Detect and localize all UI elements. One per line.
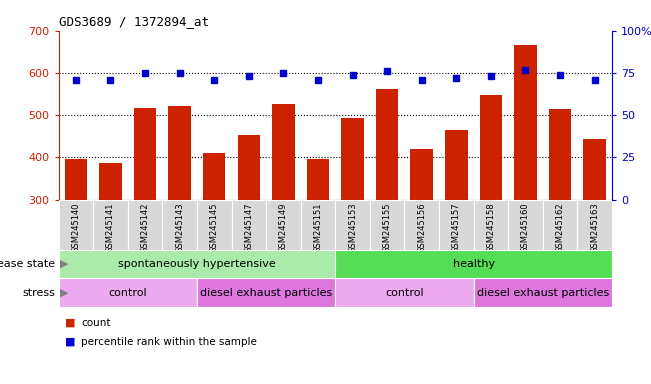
Bar <box>64 159 87 200</box>
FancyBboxPatch shape <box>473 200 508 250</box>
FancyBboxPatch shape <box>335 200 370 250</box>
Text: healthy: healthy <box>452 259 495 269</box>
Text: control: control <box>109 288 147 298</box>
FancyBboxPatch shape <box>162 200 197 250</box>
Text: GSM245153: GSM245153 <box>348 202 357 253</box>
FancyBboxPatch shape <box>335 278 473 307</box>
Text: GSM245143: GSM245143 <box>175 202 184 253</box>
Bar <box>307 159 329 200</box>
Text: GSM245155: GSM245155 <box>383 202 392 253</box>
Text: diesel exhaust particles: diesel exhaust particles <box>200 288 332 298</box>
Text: GSM245145: GSM245145 <box>210 202 219 253</box>
Text: GSM245149: GSM245149 <box>279 202 288 253</box>
FancyBboxPatch shape <box>197 278 335 307</box>
Text: GSM245151: GSM245151 <box>314 202 322 253</box>
Text: GSM245158: GSM245158 <box>486 202 495 253</box>
Text: count: count <box>81 318 111 328</box>
FancyBboxPatch shape <box>128 200 162 250</box>
FancyBboxPatch shape <box>59 200 93 250</box>
FancyBboxPatch shape <box>439 200 473 250</box>
Text: percentile rank within the sample: percentile rank within the sample <box>81 337 257 347</box>
Bar <box>445 129 467 200</box>
FancyBboxPatch shape <box>370 200 404 250</box>
Text: disease state: disease state <box>0 259 55 269</box>
Text: GSM245156: GSM245156 <box>417 202 426 253</box>
Text: GSM245147: GSM245147 <box>244 202 253 253</box>
Text: diesel exhaust particles: diesel exhaust particles <box>477 288 609 298</box>
FancyBboxPatch shape <box>266 200 301 250</box>
Bar <box>549 109 572 200</box>
Bar <box>514 45 536 200</box>
FancyBboxPatch shape <box>335 250 612 278</box>
Bar <box>411 149 433 200</box>
FancyBboxPatch shape <box>232 200 266 250</box>
FancyBboxPatch shape <box>508 200 543 250</box>
FancyBboxPatch shape <box>473 278 612 307</box>
Text: GSM245160: GSM245160 <box>521 202 530 253</box>
Bar <box>341 118 364 200</box>
Text: GSM245142: GSM245142 <box>141 202 150 253</box>
Bar <box>99 162 122 200</box>
Bar <box>238 135 260 200</box>
Text: GSM245140: GSM245140 <box>72 202 80 253</box>
Bar <box>583 139 606 200</box>
Text: ■: ■ <box>65 318 76 328</box>
FancyBboxPatch shape <box>577 200 612 250</box>
FancyBboxPatch shape <box>59 278 197 307</box>
Bar <box>480 95 502 200</box>
FancyBboxPatch shape <box>404 200 439 250</box>
Bar <box>169 106 191 200</box>
Text: ▶: ▶ <box>60 288 68 298</box>
FancyBboxPatch shape <box>197 200 232 250</box>
FancyBboxPatch shape <box>93 200 128 250</box>
FancyBboxPatch shape <box>59 250 335 278</box>
Text: stress: stress <box>23 288 55 298</box>
Bar <box>272 104 295 200</box>
Text: control: control <box>385 288 424 298</box>
Text: ■: ■ <box>65 337 76 347</box>
Text: ▶: ▶ <box>60 259 68 269</box>
Text: spontaneously hypertensive: spontaneously hypertensive <box>118 259 276 269</box>
Bar <box>203 153 225 200</box>
FancyBboxPatch shape <box>543 200 577 250</box>
Bar <box>134 108 156 200</box>
Text: GDS3689 / 1372894_at: GDS3689 / 1372894_at <box>59 15 208 28</box>
Bar <box>376 89 398 200</box>
FancyBboxPatch shape <box>301 200 335 250</box>
Text: GSM245162: GSM245162 <box>555 202 564 253</box>
Text: GSM245141: GSM245141 <box>106 202 115 253</box>
Text: GSM245157: GSM245157 <box>452 202 461 253</box>
Text: GSM245163: GSM245163 <box>590 202 599 253</box>
